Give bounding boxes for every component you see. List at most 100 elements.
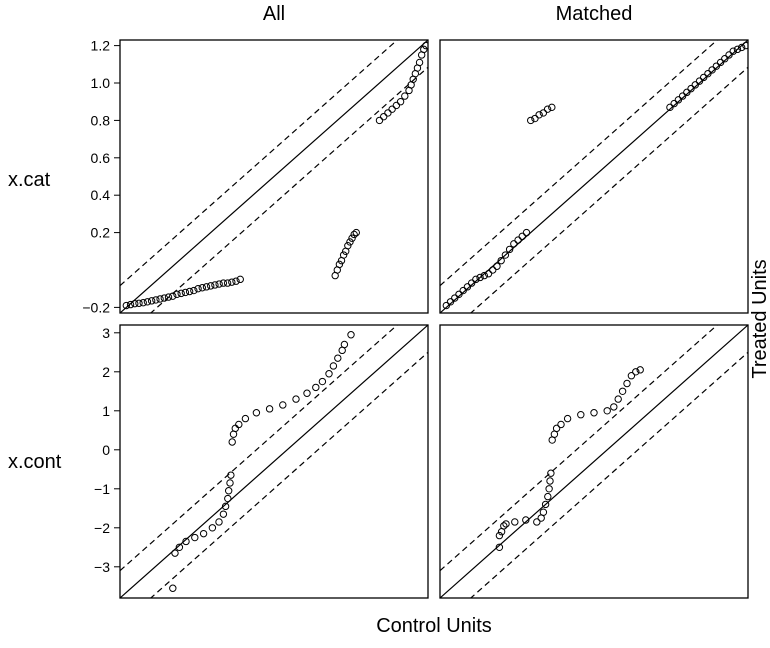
data-point — [232, 277, 240, 285]
data-point — [401, 92, 409, 100]
data-point — [459, 286, 467, 295]
data-point — [160, 294, 169, 302]
data-point — [614, 395, 622, 403]
panel-x-cat-all-frame — [119, 39, 429, 314]
data-point — [156, 295, 164, 303]
data-point — [493, 262, 501, 270]
panel-x-cat-all-y-axis: −0.2 0.2 0.4 0.6 0.8 1.0 1.2 — [82, 38, 120, 315]
data-point — [169, 584, 177, 592]
reference-line-lower — [149, 66, 428, 313]
data-point — [547, 469, 555, 477]
data-point — [207, 282, 215, 290]
reference-line-lower — [469, 351, 748, 598]
column-title-matched: Matched — [556, 3, 633, 25]
data-point — [223, 279, 232, 287]
data-point — [725, 51, 733, 59]
data-point — [215, 518, 223, 526]
data-point — [190, 286, 198, 295]
panel-x-cat-matched-frame — [439, 39, 749, 314]
data-point — [415, 58, 424, 67]
data-point — [335, 260, 344, 269]
y-tick-label: −1 — [94, 481, 110, 497]
reference-line-identity — [440, 325, 748, 598]
data-point — [211, 281, 219, 289]
data-point — [442, 301, 451, 310]
data-point — [737, 43, 746, 52]
data-point — [476, 273, 484, 282]
data-point — [388, 105, 396, 113]
data-point — [539, 109, 548, 117]
data-point — [392, 101, 401, 110]
data-point — [712, 62, 721, 70]
data-point — [489, 266, 497, 274]
data-point — [518, 232, 526, 241]
data-point — [420, 45, 428, 54]
data-point — [505, 245, 514, 254]
data-point — [522, 228, 531, 237]
y-tick-label: 0.2 — [91, 225, 111, 241]
reference-line-identity — [120, 40, 428, 313]
data-point — [135, 299, 143, 307]
data-point — [221, 502, 230, 511]
panel-x-cat-matched-points — [442, 41, 748, 310]
data-point — [500, 522, 508, 530]
data-point — [224, 494, 232, 503]
data-point — [502, 520, 510, 528]
y-tick-label: 0.4 — [91, 187, 111, 203]
panel-x-cat-all: −0.2 0.2 0.4 0.6 0.8 1.0 1.2 — [82, 38, 429, 315]
data-point — [670, 99, 678, 108]
data-point — [340, 340, 349, 349]
data-point — [552, 424, 561, 433]
data-point — [467, 279, 476, 287]
data-point — [446, 298, 455, 306]
data-point — [208, 524, 217, 532]
data-point — [704, 69, 712, 78]
data-point — [375, 116, 384, 125]
data-point — [544, 492, 552, 501]
y-tick-label: 2 — [102, 364, 110, 380]
data-point — [344, 241, 352, 250]
data-point — [610, 403, 618, 411]
panel-x-cont-all: −3 −2 −1 0 1 2 3 — [94, 324, 429, 599]
data-point — [348, 234, 356, 242]
reference-line-upper — [120, 40, 399, 287]
reference-line-upper — [440, 40, 719, 287]
data-point — [147, 297, 156, 305]
data-point — [484, 270, 493, 278]
data-point — [563, 414, 572, 423]
panel-x-cont-all-reference-lines — [120, 325, 428, 598]
data-point — [350, 230, 358, 239]
y-tick-label: −3 — [94, 559, 110, 575]
x-axis-title: Control Units — [376, 615, 492, 637]
data-point — [202, 283, 211, 291]
data-point — [346, 238, 354, 246]
data-point — [384, 109, 392, 117]
data-point — [215, 280, 223, 288]
data-point — [292, 395, 300, 403]
data-point — [194, 284, 202, 293]
data-point — [480, 271, 489, 280]
data-point — [729, 47, 737, 55]
data-point — [495, 543, 504, 551]
data-point — [632, 368, 640, 376]
data-point — [422, 41, 428, 50]
data-point — [219, 279, 228, 287]
data-point — [139, 299, 147, 307]
y-tick-label: 0 — [102, 442, 110, 458]
data-point — [122, 301, 131, 310]
data-point — [228, 278, 236, 286]
data-point — [666, 103, 674, 112]
row-label-x-cont: x.cont — [8, 451, 62, 473]
data-point — [674, 96, 683, 104]
y-tick-label: −0.2 — [82, 299, 110, 315]
data-point — [623, 379, 631, 388]
data-point — [511, 518, 519, 526]
data-point — [185, 287, 194, 296]
data-point — [522, 516, 530, 524]
data-point — [236, 275, 244, 284]
data-point — [126, 300, 135, 309]
data-point — [510, 240, 518, 248]
y-tick-label: 1.2 — [91, 38, 111, 54]
data-point — [334, 354, 342, 362]
y-tick-label: 0.6 — [91, 150, 111, 166]
